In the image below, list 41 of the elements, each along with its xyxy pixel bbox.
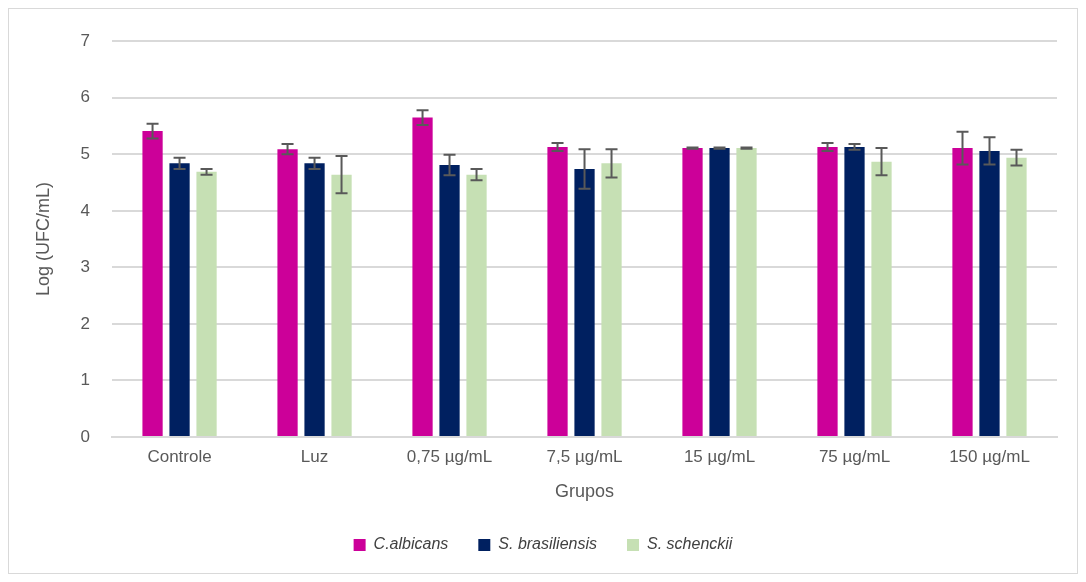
bar [169,163,190,436]
bar [844,146,865,436]
bar [412,117,433,436]
y-tick-label: 3 [80,257,91,277]
bar [1006,157,1027,436]
x-tick-label: 7,5 µg/mL [546,446,623,466]
y-axis-title: Log (UFC/mL) [32,182,53,297]
x-tick-label: 15 µg/mL [683,446,756,466]
bar [304,163,325,436]
x-axis-title: Grupos [555,481,615,502]
bar [682,148,703,436]
bar [547,146,568,436]
y-tick-label: 7 [80,30,91,50]
x-tick-label: 75 µg/mL [818,446,891,466]
x-tick-label: 150 µg/mL [949,446,1030,466]
bar [871,161,892,436]
bar [736,148,757,436]
bar [979,150,1000,436]
legend-label: S. brasiliensis [498,535,598,553]
x-tick-label: Controle [147,446,212,466]
bar [439,165,460,436]
y-tick-label: 6 [80,87,91,107]
bar [142,131,163,436]
legend-label: S. schenckii [647,535,733,553]
x-tick-label: Luz [300,446,329,466]
bar [466,174,487,436]
bar [601,163,622,436]
bar [817,146,838,436]
y-tick-label: 0 [80,426,91,446]
bar [952,148,973,436]
y-tick-label: 2 [80,313,91,333]
y-tick-label: 5 [80,143,91,163]
bar [709,148,730,436]
bar [331,174,352,436]
legend-label: C.albicans [373,535,449,553]
y-tick-label: 4 [80,200,91,220]
y-tick-label: 1 [80,370,91,390]
bar [574,168,595,436]
x-tick-label: 0,75 µg/mL [406,446,493,466]
bar [196,171,217,436]
bar [277,149,298,436]
